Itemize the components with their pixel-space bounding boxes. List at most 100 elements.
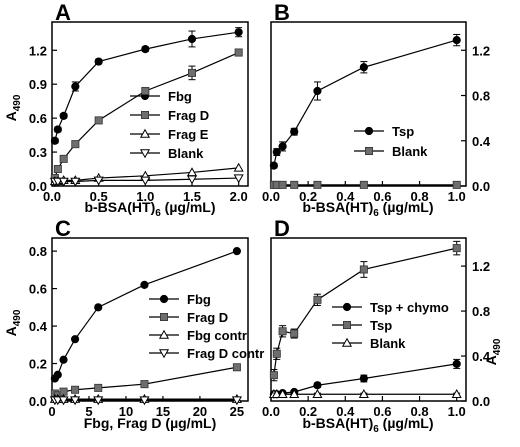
panel-letter: C: [55, 216, 71, 241]
data-point: [452, 359, 461, 369]
chart-panel-b: B 0.0 0.2 0.4 0.6 0.8 1.0 0.0 0.4 0.8 1.2 b-BSA(HT)…: [262, 0, 491, 219]
y-tick-label: 0.6: [29, 111, 47, 126]
data-point: [289, 389, 300, 398]
data-point: [359, 374, 368, 383]
x-axis-label: b-BSA(HT)6 (µg/mL): [302, 199, 433, 219]
data-point: [277, 389, 288, 398]
legend-label: Tsp: [392, 124, 414, 139]
data-point: [269, 371, 278, 380]
data-point: [451, 389, 462, 398]
data-point: [53, 125, 62, 134]
x-tick-label: 0.5: [90, 189, 108, 204]
x-tick-label: 20: [193, 404, 207, 419]
y-tick-label: 1.2: [29, 43, 47, 58]
series-tsp: [269, 240, 461, 382]
chart-panel-d: D 0.0 0.2 0.4 0.6 0.8 1.0 0.0 0.4 0.8 1.2 b-BSA(HT)…: [262, 216, 503, 435]
chart-panel-a: A 0.0 0.5 1.0 1.5 2.0 0.0 0.3 0.6 0.9 1.2 b-BSA(HT)…: [3, 0, 249, 219]
series-frag-d-contr: [49, 396, 242, 406]
data-point: [71, 385, 80, 394]
plot-frame: [51, 21, 249, 187]
legend-marker: [159, 294, 169, 304]
data-point: [233, 162, 244, 172]
x-tick-label: 0.6: [373, 404, 391, 419]
x-tick-label: 0.6: [373, 189, 391, 204]
legend-marker: [158, 329, 170, 339]
data-point: [233, 174, 244, 184]
data-point: [58, 396, 69, 406]
data-point: [71, 140, 80, 149]
x-tick-label: 10: [119, 404, 133, 419]
legend-label: Frag D: [168, 108, 209, 123]
x-tick-label: 0.0: [43, 189, 61, 204]
y-tick-label: 0.2: [29, 357, 47, 372]
data-point: [234, 48, 243, 57]
y-tick-label: 0.8: [472, 304, 490, 319]
data-point: [94, 303, 103, 312]
legend-marker: [159, 312, 168, 321]
data-point: [140, 176, 151, 186]
data-point: [70, 177, 81, 187]
legend-entry: Frag E: [130, 127, 209, 142]
data-point: [290, 180, 299, 189]
series-fbg: [50, 247, 242, 383]
legend-label: Tsp + chymo: [370, 300, 449, 315]
data-point: [94, 383, 103, 392]
legend-entry: Tsp: [332, 318, 392, 333]
series-line: [273, 39, 457, 166]
chart-panel-c: C 0 5 10 15 20 25 0.0 0.2 0.4 0.6 0.8 Fbg, Frag D (µ…: [3, 216, 264, 431]
series-blank: [268, 389, 462, 398]
data-point: [312, 389, 323, 398]
x-tick-label: 0: [48, 404, 55, 419]
legend-entry: Frag D: [130, 108, 209, 123]
series-frag-d: [50, 48, 243, 183]
data-point: [70, 396, 81, 406]
y-tick-label: 0.0: [29, 179, 47, 194]
panel-letter: B: [274, 0, 290, 25]
series-blank: [49, 174, 244, 187]
legend-entry: Frag D: [149, 310, 228, 325]
legend-label: Blank: [168, 146, 204, 161]
plot-frame: [270, 237, 467, 402]
y-tick-label: 0.4: [29, 319, 48, 334]
y-tick-label: 0.9: [29, 77, 47, 92]
legend-marker: [158, 349, 170, 359]
legend-marker: [341, 337, 353, 347]
data-point: [269, 161, 278, 170]
legend-entry: Frag D contr: [149, 346, 264, 361]
y-axis-label: A490: [3, 309, 23, 336]
data-point: [452, 35, 461, 45]
data-point: [290, 127, 299, 136]
data-point: [359, 265, 368, 274]
y-tick-label: 0.4: [472, 349, 491, 364]
x-tick-label: 0.4: [336, 404, 355, 419]
data-point: [232, 247, 242, 256]
x-tick-label: 1.0: [136, 189, 154, 204]
x-tick-label: 0.4: [336, 189, 355, 204]
data-point: [313, 180, 322, 189]
x-axis-label: Fbg, Frag D (µg/mL): [84, 415, 217, 431]
x-tick-label: 0.0: [262, 404, 280, 419]
y-tick-label: 1.2: [472, 43, 490, 58]
data-point: [358, 389, 369, 398]
data-point: [278, 327, 287, 336]
legend-entry: Fbg: [149, 292, 211, 307]
legend-marker: [140, 111, 149, 120]
plot-frame: [51, 237, 249, 402]
panel-letter: D: [274, 216, 290, 241]
data-point: [141, 45, 150, 54]
x-tick-label: 0.8: [411, 404, 429, 419]
legend-entry: Blank: [332, 336, 406, 351]
legend-label: Fbg: [187, 292, 211, 307]
data-point: [271, 389, 282, 398]
y-tick-label: 0.0: [29, 394, 47, 409]
legend-entry: Fbg: [130, 89, 192, 104]
y-tick-label: 0.0: [472, 394, 490, 409]
x-axis-label: b-BSA(HT)6 (µg/mL): [84, 199, 215, 219]
data-point: [278, 180, 287, 189]
data-point: [313, 295, 322, 304]
data-point: [58, 177, 69, 187]
series-frag-d: [50, 363, 241, 400]
y-tick-label: 0.4: [472, 134, 491, 149]
legend-marker: [139, 149, 151, 159]
data-point: [272, 147, 281, 157]
